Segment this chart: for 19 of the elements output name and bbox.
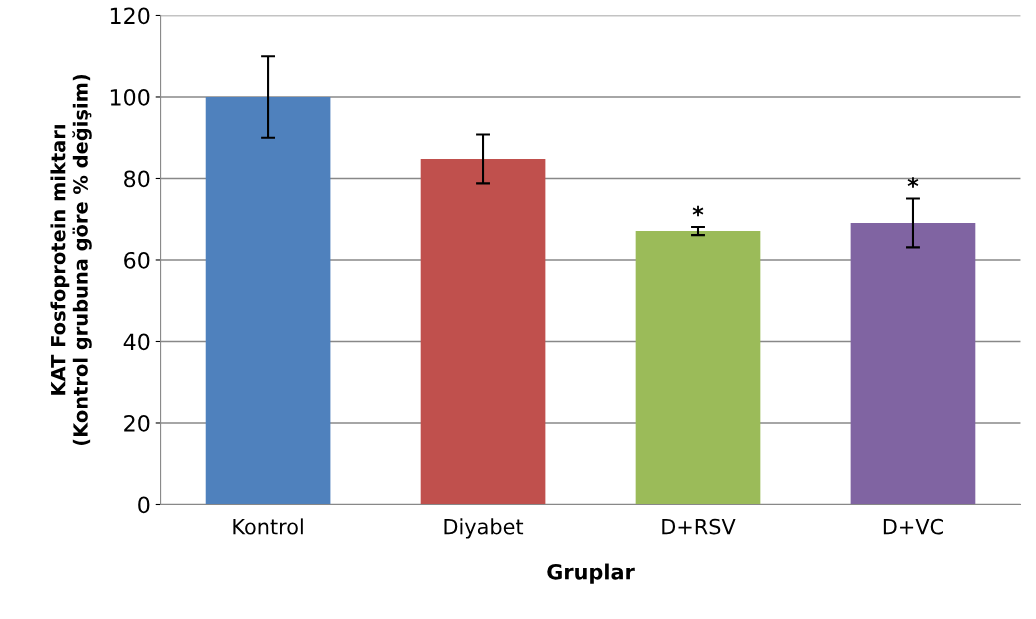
- bar: [205, 96, 331, 505]
- bar: [850, 222, 976, 505]
- bar: [635, 231, 761, 505]
- x-tick-label: Diyabet: [444, 518, 524, 539]
- y-tick-label: 20: [124, 414, 150, 432]
- x-tick-label: Kontrol: [233, 518, 303, 535]
- y-tick-label: 60: [124, 251, 150, 269]
- x-tick-label: D+VC: [883, 518, 943, 535]
- x-axis-title: Gruplar: [547, 563, 635, 584]
- annotation: *: [907, 177, 919, 188]
- y-tick-label: 100: [110, 88, 150, 106]
- y-tick-label: 80: [124, 170, 150, 188]
- bar: [420, 158, 546, 505]
- y-tick-label: 40: [123, 333, 150, 351]
- annotation: *: [692, 205, 704, 217]
- y-axis-title: KAT Fosfoprotein miktarı (Kontrol grubuna göre % değişim): [50, 74, 92, 446]
- y-tick-label: 0: [138, 496, 150, 514]
- y-tick-label: 120: [110, 7, 150, 25]
- x-tick-label: D+RSV: [662, 518, 736, 535]
